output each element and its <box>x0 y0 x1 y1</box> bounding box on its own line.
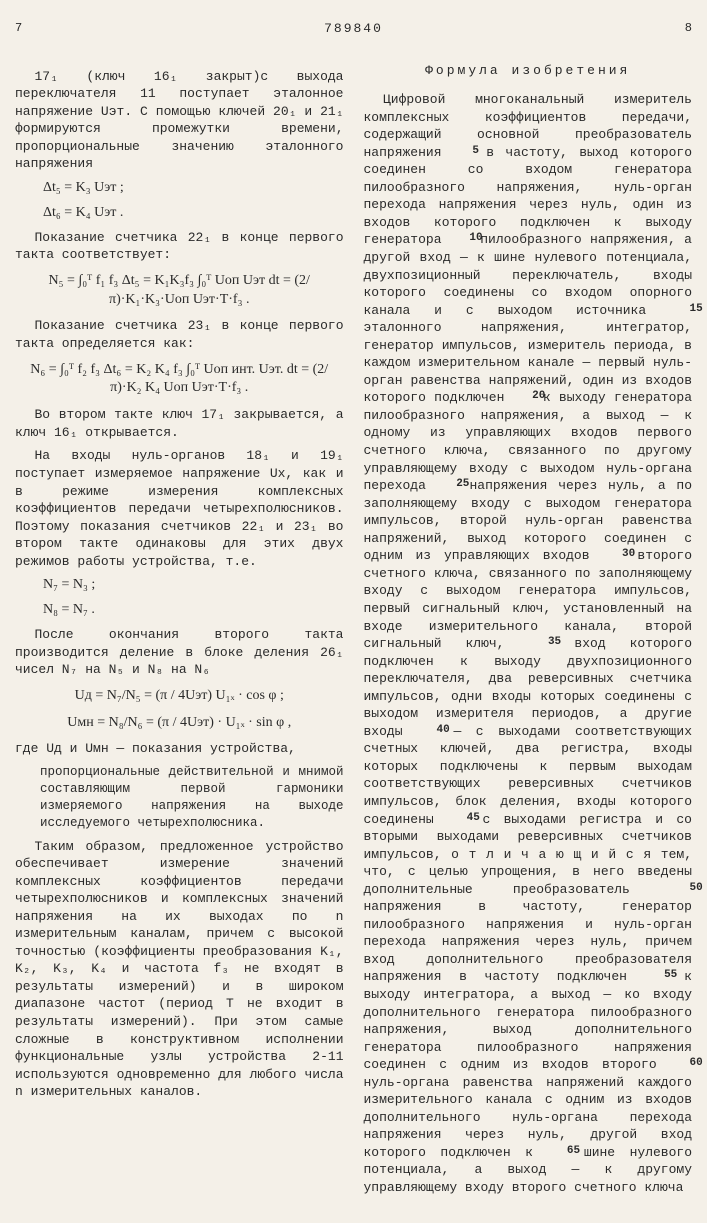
para-5: На входы нуль-органов 18₁ и 19₁ поступае… <box>15 447 344 570</box>
line-number-mark: 10 <box>450 231 468 246</box>
line-number-mark: 50 <box>670 881 688 896</box>
left-page-number: 7 <box>15 20 22 42</box>
line-number-mark: 15 <box>670 302 688 317</box>
formula-5a: Uд = N₇/N₅ = (π / 4Uэт) U₁ₓ · cos φ ; <box>15 687 344 706</box>
line-number-mark: 65 <box>547 1144 565 1159</box>
right-page-number: 8 <box>685 20 692 42</box>
line-number-mark: 55 <box>645 968 663 983</box>
para-2: Показание счетчика 22₁ в конце первого т… <box>15 229 344 264</box>
document-number: 789840 <box>324 20 383 38</box>
page-columns: 17₁ (ключ 16₁ закрыт)с выхода переключат… <box>15 62 692 1203</box>
line-number-mark: 45 <box>447 811 465 826</box>
claims-title: Формула изобретения <box>364 62 693 80</box>
formula-1a: Δt₅ = K₃ Uэт ; <box>43 179 344 198</box>
para-1: 17₁ (ключ 16₁ закрыт)с выхода переключат… <box>15 68 344 173</box>
line-number-mark: 40 <box>417 723 435 738</box>
line-number-mark: 20 <box>513 389 531 404</box>
right-column: Формула изобретения Цифровой многоканаль… <box>364 62 693 1203</box>
claims-body: Цифровой многоканальный измеритель компл… <box>364 91 693 1196</box>
left-column: 17₁ (ключ 16₁ закрыт)с выхода переключат… <box>15 62 344 1203</box>
formula-3: N₆ = ∫₀ᵀ f₂ f₃ Δt₆ = K₂ K₄ f₃ ∫₀ᵀ Uоп ин… <box>15 361 344 399</box>
line-number-mark: 35 <box>528 635 546 650</box>
where-body: пропорциональные действительной и мнимой… <box>40 764 344 832</box>
para-6: После окончания второго такта производит… <box>15 626 344 679</box>
claims-paragraph: Цифровой многоканальный измеритель компл… <box>364 91 693 1196</box>
header-row: 7 789840 8 <box>15 20 692 50</box>
line-number-mark: 60 <box>670 1056 688 1071</box>
line-number-mark: 30 <box>602 547 620 562</box>
para-4: Во втором такте ключ 17₁ закрывается, а … <box>15 406 344 441</box>
where-line: где Uд и Uмн — показания устройства, <box>15 740 344 758</box>
para-8: Таким образом, предложенное устройство о… <box>15 838 344 1101</box>
para-3: Показание счетчика 23₁ в конце первого т… <box>15 317 344 352</box>
line-number-mark: 5 <box>453 144 471 159</box>
formula-2: N₅ = ∫₀ᵀ f₁ f₃ Δt₅ = K₁K₃f₃ ∫₀ᵀ Uоп Uэт … <box>15 272 344 310</box>
line-number-mark: 25 <box>437 477 455 492</box>
formula-4a: N₇ = N₃ ; <box>43 576 344 595</box>
formula-5b: Uмн = N₈/N₆ = (π / 4Uэт) · U₁ₓ · sin φ , <box>15 714 344 733</box>
formula-1b: Δt₆ = K₄ Uэт . <box>43 204 344 223</box>
formula-4b: N₈ = N₇ . <box>43 601 344 620</box>
